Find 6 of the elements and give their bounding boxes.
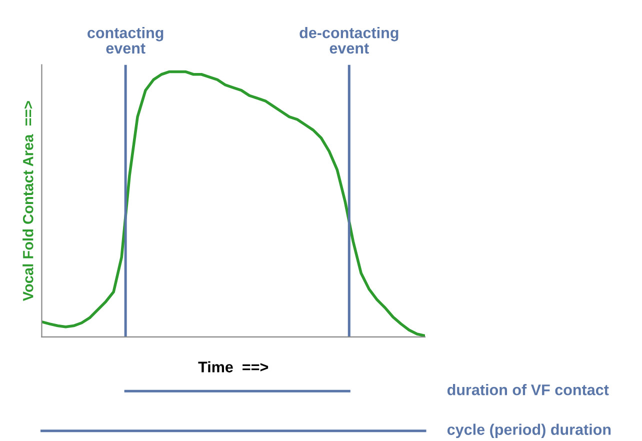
y-axis-title: Vocal Fold Contact Area ==> xyxy=(22,101,34,302)
text: de-contacting event xyxy=(300,27,398,54)
text: duration of VF contact xyxy=(447,384,609,396)
text: contacting event xyxy=(88,27,164,54)
x-axis-title: Time ==> xyxy=(198,361,268,372)
text: cycle (period) duration xyxy=(447,424,611,438)
